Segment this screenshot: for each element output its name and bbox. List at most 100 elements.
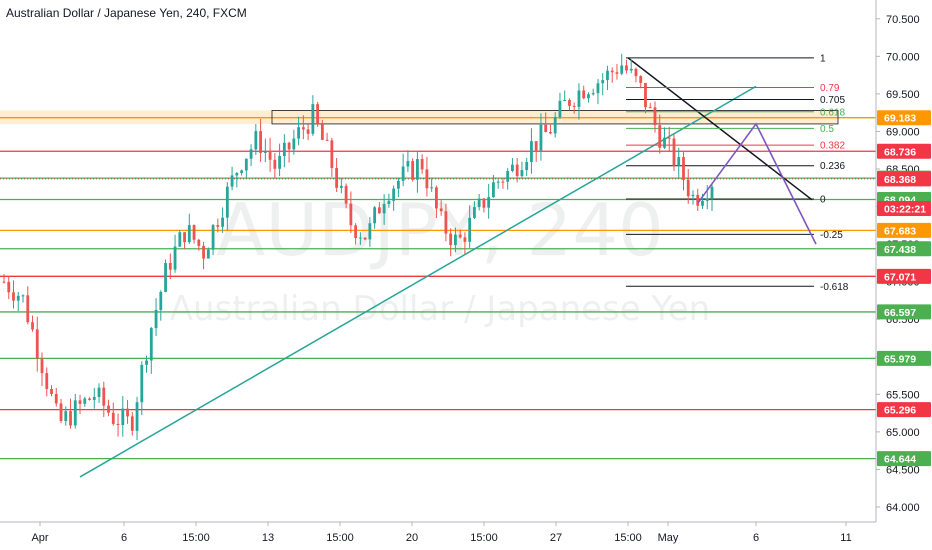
candle-body: [197, 239, 201, 246]
candle-body: [230, 175, 234, 187]
fib-level-label: 0.705: [820, 95, 845, 106]
candle-body: [653, 107, 657, 126]
candle-body: [339, 185, 343, 188]
price-tick-label: 70.500: [886, 14, 920, 26]
candle-body: [515, 164, 519, 177]
price-tick-label: 64.000: [886, 502, 920, 514]
candle-body: [40, 358, 44, 374]
candle-body: [615, 72, 619, 74]
candle-body: [273, 159, 277, 169]
candle-body: [249, 149, 253, 159]
candle-body: [292, 138, 296, 150]
candle-body: [92, 397, 96, 400]
candle-body: [425, 169, 429, 189]
price-badge: [877, 304, 931, 320]
time-tick-label: 27: [550, 532, 562, 544]
candle-body: [21, 295, 25, 297]
price-badge: [877, 222, 931, 238]
fib-level-label: 0.618: [820, 107, 845, 118]
candle-body: [16, 295, 20, 301]
candle-body: [572, 105, 576, 107]
candle-body: [482, 198, 486, 208]
candle-body: [696, 194, 700, 206]
candle-body: [377, 207, 381, 214]
time-axis[interactable]: Apr 6 15:00 13 15:00 20 15:00 27 15:00 May 6 11: [0, 521, 876, 544]
candle-body: [216, 225, 220, 227]
candle-body: [320, 124, 324, 140]
price-tick-label: 69.000: [886, 126, 920, 138]
price-tick-label: 65.500: [886, 389, 920, 401]
fib-level-label: 0.5: [820, 124, 834, 135]
candle-body: [126, 408, 129, 417]
candle-body: [506, 170, 510, 182]
candle-body: [544, 124, 548, 133]
candle-body: [454, 234, 457, 246]
fib-level-label: 1: [820, 53, 826, 64]
projection-path: [697, 122, 817, 245]
time-tick-label: 15:00: [326, 532, 354, 544]
candle-body: [202, 245, 205, 259]
candle-body: [449, 233, 453, 246]
candle-body: [45, 373, 49, 389]
candle-body: [259, 131, 262, 153]
candle-body: [563, 100, 567, 102]
price-badge-label: 67.071: [884, 271, 916, 283]
candle-body: [164, 263, 167, 292]
candle-body: [496, 181, 500, 183]
candle-body: [701, 200, 704, 206]
price-badge-label: 65.979: [884, 353, 916, 365]
candle-body: [26, 295, 30, 323]
candle-body: [368, 223, 372, 240]
price-tick-label: 70.000: [886, 51, 920, 63]
price-badge: [877, 241, 931, 257]
watermark-name: Australian Dollar / Japanese Yen: [170, 289, 710, 329]
candle-body: [382, 204, 386, 214]
candle-body: [625, 65, 628, 71]
fib-level-label: 0.79: [820, 83, 840, 94]
supply-zone: [0, 110, 838, 124]
candle-body: [387, 200, 391, 205]
price-badges: 69.18368.73668.37868.09467.68367.43867.0…: [877, 110, 931, 467]
candle-body: [648, 107, 652, 109]
price-badge: [877, 143, 931, 159]
fib-level-label: 0: [820, 195, 826, 206]
fib-level-label: 0.382: [820, 141, 845, 152]
candles: [2, 53, 714, 441]
projection-pattern[interactable]: [697, 122, 817, 245]
candle-body: [287, 142, 291, 150]
candle-body: [59, 403, 63, 422]
candle-body: [629, 68, 633, 71]
candle-body: [525, 161, 529, 171]
fib-level-label: -0.618: [820, 282, 849, 293]
candle-body: [487, 197, 491, 208]
candle-body: [225, 186, 229, 218]
candle-body: [278, 155, 281, 169]
price-marker-badge: [877, 200, 931, 216]
candle-body: [411, 161, 415, 180]
candle-body: [311, 104, 315, 134]
candle-body: [634, 68, 638, 77]
candle-body: [473, 207, 476, 218]
candle-body: [145, 360, 148, 365]
candle-body: [235, 173, 239, 176]
candle-body: [69, 411, 72, 426]
price-badge-label: 67.683: [884, 225, 916, 237]
candle-body: [686, 179, 690, 197]
candle-body: [192, 225, 196, 240]
candle-body: [149, 328, 153, 361]
candle-body: [159, 291, 163, 310]
candle-body: [672, 138, 676, 166]
time-tick-label: 13: [262, 532, 274, 544]
time-tick-label: 15:00: [182, 532, 210, 544]
price-marker-label: 03:22:21: [884, 203, 926, 215]
price-axis[interactable]: 64.00064.50065.00065.50066.00066.50067.0…: [875, 0, 920, 522]
candle-body: [83, 398, 87, 404]
candle-body: [306, 129, 310, 134]
candle-body: [268, 150, 272, 160]
candle-body: [444, 211, 448, 234]
candle-body: [88, 398, 91, 400]
candle-body: [7, 281, 11, 293]
candle-body: [358, 237, 362, 239]
